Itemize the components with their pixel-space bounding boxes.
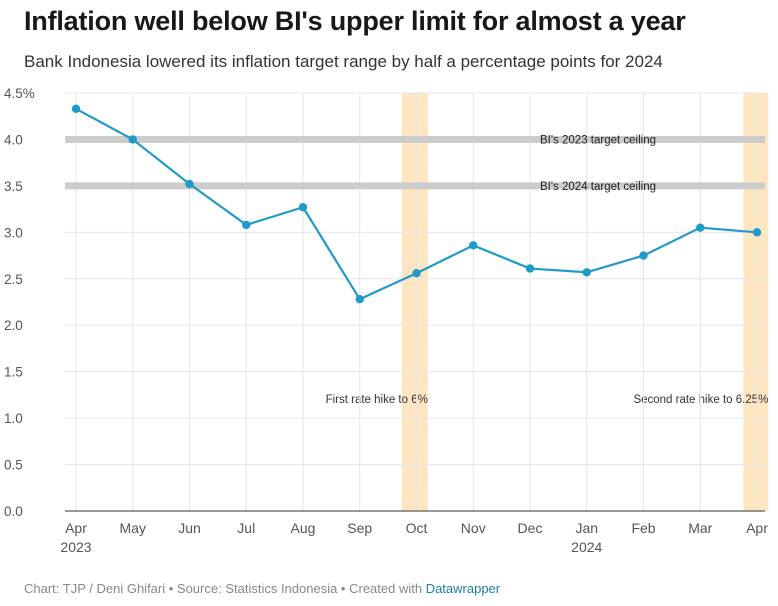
data-point	[752, 228, 762, 237]
chart-title: Inflation well below BI's upper limit fo…	[24, 6, 686, 36]
x-tick-label: Apr	[65, 520, 87, 536]
y-tick-label: 0.5	[4, 458, 23, 473]
x-tick-label: Oct	[406, 520, 428, 536]
footer-credits: Chart: TJP / Deni Ghifari • Source: Stat…	[24, 581, 426, 596]
chart-footer: Chart: TJP / Deni Ghifari • Source: Stat…	[24, 581, 500, 596]
data-point	[469, 241, 478, 250]
data-point	[128, 135, 137, 144]
series-layer	[71, 104, 762, 304]
y-tick-label: 0.0	[4, 504, 23, 519]
data-point	[242, 220, 251, 230]
x-tick-label: Mar	[688, 520, 712, 536]
data-point	[298, 203, 308, 212]
data-point	[355, 295, 364, 304]
data-point	[639, 251, 648, 260]
y-tick-label: 4.0	[4, 132, 23, 147]
y-tick-label: 2.5	[4, 272, 23, 287]
x-tick-label: Sep	[347, 520, 372, 536]
target-ceiling-label: BI's 2023 target ceiling	[540, 134, 656, 146]
x-tick-label: Aug	[291, 520, 316, 536]
x-year-label: 2023	[60, 539, 91, 555]
band-annotation: Second rate hike to 6.25%	[633, 394, 768, 406]
x-tick-label: Feb	[631, 520, 655, 536]
y-tick-label: 1.0	[4, 411, 23, 426]
chart-subtitle: Bank Indonesia lowered its inflation tar…	[24, 52, 663, 71]
data-point	[185, 179, 194, 189]
x-year-label: 2024	[571, 539, 602, 555]
y-tick-label: 3.0	[4, 225, 23, 240]
data-point	[696, 223, 705, 232]
grid-lines	[65, 92, 765, 511]
y-tick-label: 1.5	[4, 365, 23, 380]
x-tick-label: Apr	[746, 520, 768, 536]
x-tick-label: Nov	[461, 520, 486, 536]
y-tick-label: 2.0	[4, 318, 23, 333]
x-tick-label: Jan	[575, 520, 598, 536]
y-tick-label: 3.5	[4, 179, 23, 194]
x-tick-label: Jul	[237, 520, 255, 536]
axes: 4.5% 4.0 3.5 3.0 2.5 2.0 1.5 1.0 0.5 0.0 Apr May Jun…	[4, 86, 768, 555]
data-point	[525, 264, 535, 273]
reference-lines: BI's 2023 target ceiling BI's 2024 target…	[65, 134, 765, 193]
x-tick-label: May	[120, 520, 146, 536]
rate-hike-band	[743, 93, 769, 511]
target-ceiling-label: BI's 2024 target ceiling	[540, 181, 656, 193]
x-tick-label: Jun	[178, 520, 201, 536]
highlight-bands: First rate hike to 6% Second rate hike to…	[326, 93, 769, 511]
data-point	[412, 269, 421, 278]
datawrapper-link[interactable]: Datawrapper	[425, 581, 501, 596]
x-tick-label: Dec	[518, 520, 543, 536]
rate-hike-band	[401, 93, 428, 511]
y-tick-label: 4.5%	[4, 86, 35, 101]
data-point	[582, 268, 591, 277]
data-point	[71, 104, 81, 113]
band-annotation: First rate hike to 6%	[326, 394, 428, 406]
